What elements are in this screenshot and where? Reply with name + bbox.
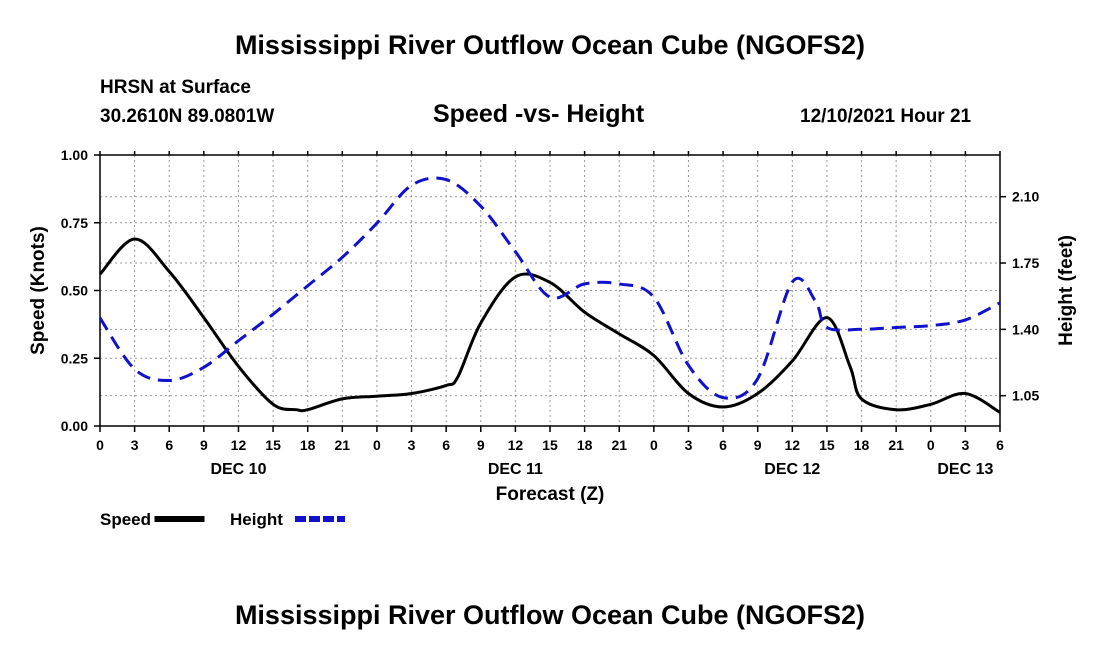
x-tick-label: 12 [231,437,247,453]
y2-tick-label: 2.10 [1012,189,1039,205]
x-tick-label: 3 [685,437,693,453]
x-tick-label: 21 [888,437,904,453]
y-tick-label: 0.75 [61,215,88,231]
x-tick-label: 3 [961,437,969,453]
x-tick-label: 0 [373,437,381,453]
day-label: DEC 10 [210,461,266,478]
main-title: Mississippi River Outflow Ocean Cube (NG… [234,30,866,60]
y2-axis-title: Height (feet) [1056,235,1077,346]
y-tick-label: 0.50 [61,283,88,299]
series-height-line [98,176,1001,400]
x-tick-label: 18 [854,437,870,453]
x-tick-label: 12 [508,437,524,453]
x-tick-label: 18 [300,437,316,453]
series-speed-line [98,237,1001,414]
y-tick-label: 0.00 [61,418,88,434]
x-tick-label: 9 [754,437,762,453]
x-tick-label: 6 [442,437,450,453]
day-label: DEC 12 [764,461,820,478]
chart-title: Speed -vs- Height [433,100,645,128]
day-label: DEC 11 [488,461,543,478]
x-tick-label: 0 [650,437,658,453]
x-tick-label: 3 [131,437,139,453]
x-tick-label: 21 [335,437,351,453]
y-tick-label: 0.25 [61,350,88,366]
x-tick-label: 18 [577,437,593,453]
y2-tick-label: 1.40 [1012,321,1039,337]
y2-tick-label: 1.05 [1012,388,1039,404]
bottom-title: Mississippi River Outflow Ocean Cube (NG… [234,600,866,630]
legend-label-speed: Speed [100,510,151,529]
y-tick-label: 1.00 [61,147,88,163]
x-tick-label: 9 [200,437,208,453]
legend-label-height: Height [230,510,283,529]
x-tick-label: 15 [542,437,558,453]
x-tick-label: 0 [927,437,935,453]
day-label: DEC 13 [937,461,993,478]
station-coordinates: 30.2610N 89.0801W [100,106,275,127]
y2-tick-label: 1.75 [1012,255,1039,271]
x-tick-label: 6 [165,437,173,453]
x-tick-label: 21 [611,437,627,453]
station-label: HRSN at Surface [100,77,251,98]
x-tick-label: 6 [996,437,1004,453]
x-tick-label: 6 [719,437,727,453]
x-tick-label: 0 [96,437,104,453]
x-axis-title: Forecast (Z) [496,484,605,505]
x-tick-label: 3 [408,437,416,453]
x-tick-label: 9 [477,437,485,453]
y-axis-title: Speed (Knots) [28,226,49,355]
x-tick-label: 15 [819,437,835,453]
x-tick-label: 15 [265,437,281,453]
forecast-datetime: 12/10/2021 Hour 21 [800,106,972,127]
x-tick-label: 12 [785,437,801,453]
